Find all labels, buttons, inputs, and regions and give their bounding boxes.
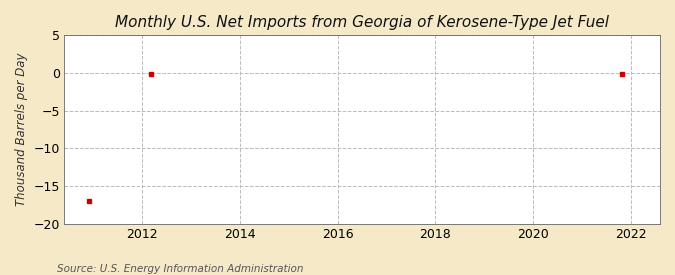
Title: Monthly U.S. Net Imports from Georgia of Kerosene-Type Jet Fuel: Monthly U.S. Net Imports from Georgia of… <box>115 15 609 30</box>
Text: Source: U.S. Energy Information Administration: Source: U.S. Energy Information Administ… <box>57 264 304 274</box>
Y-axis label: Thousand Barrels per Day: Thousand Barrels per Day <box>15 53 28 206</box>
